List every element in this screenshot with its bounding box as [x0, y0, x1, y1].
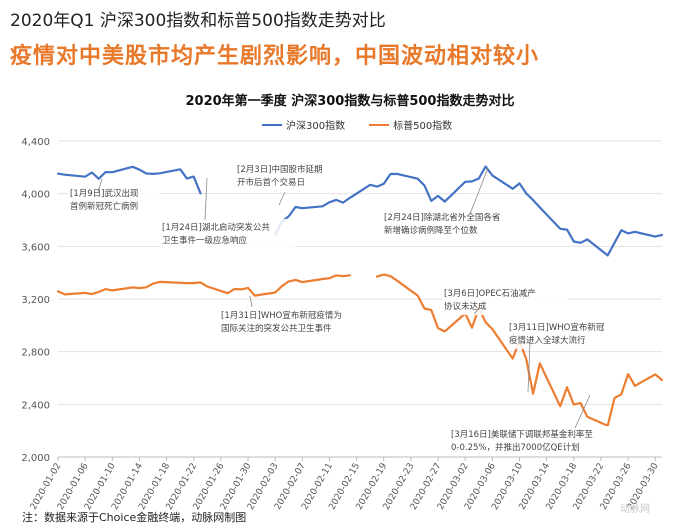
legend-label-sp500: 标普500指数: [393, 121, 453, 132]
annotation-text: [3月11日]WHO宣布新冠: [509, 322, 605, 333]
annotation-pointer: [469, 167, 489, 215]
annotation-text: 国际关注的突发公共卫生事件: [221, 323, 332, 334]
annotation-box: [68, 185, 160, 215]
y-tick-label: 4,000: [21, 190, 50, 201]
footer-source-note: 注：数据来源于Choice金融终端，动脉网制图: [22, 511, 247, 524]
series-line-sp500: [56, 273, 664, 427]
annotation-text: [3月6日]OPEC石油减产: [444, 288, 536, 299]
legend-item-sp500: 标普500指数: [369, 117, 452, 132]
annotation-box: [382, 209, 526, 239]
legend-label-csi300: 沪深300指数: [286, 121, 346, 132]
slide-subtitle: 疫情对中美股市均产生剧烈影响，中国波动相对较小: [10, 44, 540, 69]
watermark-logo: 动脉网: [620, 504, 650, 515]
chart-title: 2020年第一季度 沪深300指数与标普500指数走势对比: [185, 94, 515, 109]
y-tick-label: 2,800: [21, 348, 50, 359]
series-line-csi300: [56, 165, 664, 257]
annotation-text: [2月24日]除湖北省外全国各省: [384, 212, 501, 223]
annotation-box: [507, 319, 634, 349]
legend-item-csi300: 沪深300指数: [262, 117, 345, 132]
annotation-pointer: [473, 306, 481, 315]
annotation-box: [442, 285, 569, 315]
annotation-pointer: [527, 340, 531, 393]
legend-swatch-sp500: [369, 123, 390, 126]
annotation-text: 开市后首个交易日: [237, 177, 305, 188]
annotation-text: 0-0.25%，并推出7000亿QE计划: [451, 442, 580, 453]
legend-swatch-csi300: [262, 123, 282, 126]
annotation-box: [160, 219, 295, 249]
annotation-text: 首例新冠死亡病例: [70, 201, 138, 212]
annotation-pointer: [97, 178, 103, 193]
annotation-pointer: [574, 394, 591, 429]
annotation-text: [1月31日]WHO宣布新冠疫情为: [221, 310, 342, 321]
annotation-text: 新增确诊病例降至个位数: [384, 225, 478, 236]
annotation-pointer: [249, 295, 253, 308]
annotation-box: [219, 307, 372, 337]
annotation-text: [2月3日]中国股市延期: [237, 164, 322, 175]
y-tick-label: 3,600: [21, 242, 50, 253]
annotation-text: 疫情进入全球大流行: [509, 335, 586, 346]
y-tick-label: 2,400: [21, 400, 50, 411]
annotation-pointer: [204, 177, 208, 221]
slide-title: 2020年Q1 沪深300指数和标普500指数走势对比: [10, 11, 386, 31]
annotation-pointer: [278, 191, 286, 206]
annotation-text: [1月9日]武汉出现: [70, 188, 139, 199]
y-tick-label: 2,000: [21, 453, 50, 464]
annotation-box: [449, 426, 627, 456]
y-tick-label: 3,200: [21, 295, 50, 306]
chart-legend: 沪深300指数 标普500指数: [262, 117, 476, 132]
y-tick-label: 4,400: [21, 137, 50, 148]
annotation-text: [1月24日]湖北启动突发公共: [162, 222, 270, 233]
annotation-box: [235, 161, 345, 191]
annotation-text: 协议未达成: [444, 301, 487, 312]
annotation-text: 卫生事件一级应急响应: [162, 235, 248, 246]
annotation-text: [3月16日]美联储下调联邦基金利率至: [451, 429, 593, 440]
